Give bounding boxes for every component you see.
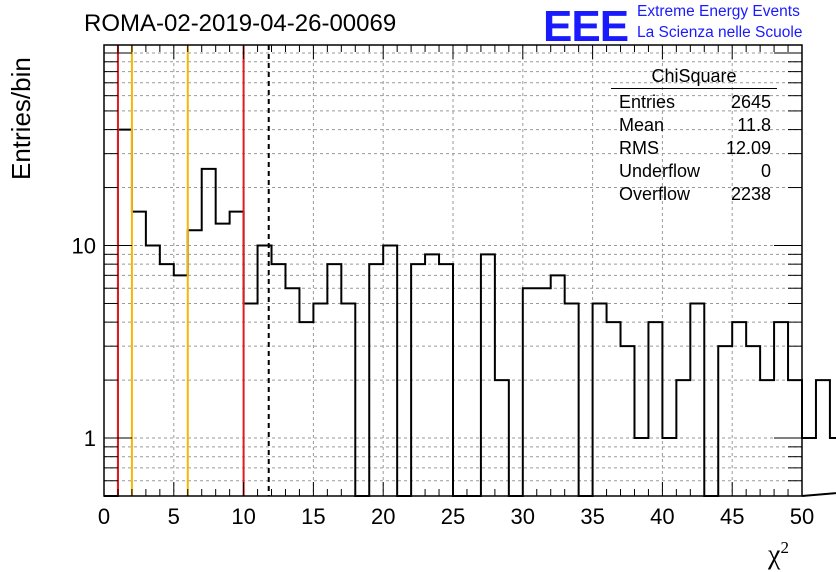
histogram-bin bbox=[481, 254, 495, 496]
histogram-bin bbox=[648, 322, 662, 496]
histogram-bin bbox=[565, 303, 579, 496]
x-tick-label: 20 bbox=[371, 504, 395, 529]
x-tick-label: 0 bbox=[98, 504, 110, 529]
histogram-bin bbox=[537, 288, 551, 496]
histogram-bin bbox=[523, 288, 537, 496]
histogram-bins bbox=[104, 128, 836, 497]
histogram-bin bbox=[732, 322, 746, 496]
cut-lines bbox=[116, 45, 270, 496]
logo-line-2: La Scienza nelle Scuole bbox=[637, 24, 803, 41]
histogram-bin bbox=[383, 246, 397, 496]
stats-name: ChiSquare bbox=[611, 66, 777, 89]
y-tick-label: 1 bbox=[84, 426, 96, 451]
histogram-bin bbox=[313, 303, 327, 496]
axis-ticks bbox=[103, 45, 803, 496]
histogram-bin bbox=[299, 322, 313, 496]
histogram-bin bbox=[816, 380, 830, 496]
stats-box: ChiSquare Entries 2645 Mean 11.8 RMS 12.09 … bbox=[611, 66, 777, 206]
histogram-bin bbox=[621, 346, 635, 496]
histogram-bin bbox=[551, 275, 565, 496]
histogram-bin bbox=[188, 230, 202, 496]
x-tick-label: 40 bbox=[650, 504, 674, 529]
histogram-bin bbox=[244, 303, 258, 496]
stats-row-underflow: Underflow 0 bbox=[619, 161, 771, 181]
x-tick-label: 30 bbox=[511, 504, 535, 529]
eee-logo: EEE bbox=[543, 2, 629, 51]
stats-row-entries: Entries 2645 bbox=[619, 92, 771, 112]
x-tick-label: 35 bbox=[580, 504, 604, 529]
tick-labels: 0 5 10 15 20 25 30 35 40 45 50 1 10 bbox=[72, 234, 815, 529]
histogram-bin bbox=[690, 303, 704, 496]
histogram-outline bbox=[104, 128, 836, 497]
x-tick-label: 25 bbox=[441, 504, 465, 529]
x-tick-label: 10 bbox=[231, 504, 255, 529]
histogram-bin bbox=[607, 322, 621, 496]
histogram-bin bbox=[718, 346, 732, 496]
histogram-bin bbox=[341, 303, 355, 496]
x-tick-label: 15 bbox=[301, 504, 325, 529]
histogram-bin bbox=[802, 438, 816, 496]
histogram-bin bbox=[746, 346, 760, 496]
histogram-bin bbox=[425, 254, 439, 496]
histogram-bin bbox=[216, 224, 230, 496]
histogram-bin bbox=[174, 275, 188, 496]
logo-line-1: Extreme Energy Events bbox=[637, 3, 800, 20]
histogram-bin bbox=[593, 303, 607, 496]
histogram-bin bbox=[774, 322, 788, 496]
x-tick-label: 5 bbox=[168, 504, 180, 529]
y-axis-label: Entries/bin bbox=[6, 57, 36, 180]
stats-row-overflow: Overflow 2238 bbox=[619, 184, 771, 204]
chart-title: ROMA-02-2019-04-26-00069 bbox=[84, 10, 397, 37]
x-tick-label: 50 bbox=[790, 504, 814, 529]
stats-row-rms: RMS 12.09 bbox=[619, 138, 771, 158]
x-tick-label: 45 bbox=[720, 504, 744, 529]
stats-row-mean: Mean 11.8 bbox=[619, 115, 771, 135]
x-axis-label: χ2 bbox=[768, 538, 789, 571]
histogram-bin bbox=[830, 438, 836, 496]
histogram-bin bbox=[118, 130, 132, 496]
y-tick-label: 10 bbox=[72, 234, 96, 259]
histogram-bin bbox=[285, 288, 299, 496]
histogram-bin bbox=[146, 246, 160, 496]
